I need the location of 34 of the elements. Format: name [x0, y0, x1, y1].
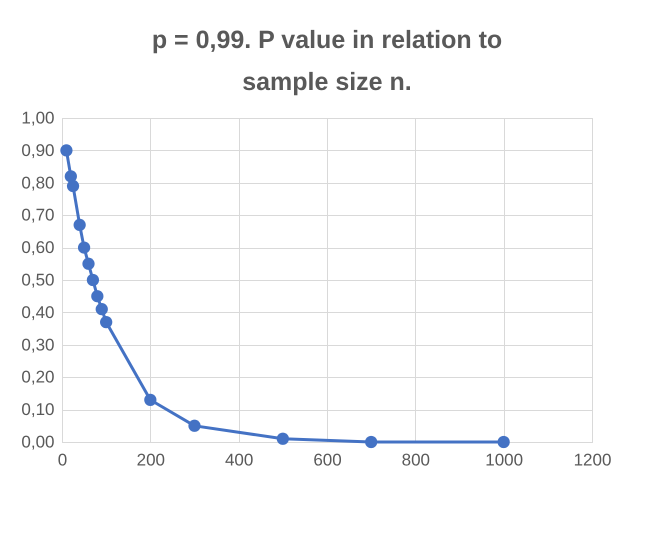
- point: [96, 303, 108, 316]
- chart-title: p = 0,99. P value in relation to sample size n.: [152, 26, 502, 96]
- y-tick-label: 0,10: [21, 400, 54, 420]
- point: [144, 394, 156, 406]
- y-tick-label: 0,50: [21, 270, 54, 290]
- y-tick-label: 0,80: [21, 173, 54, 192]
- x-tick-label: 1000: [485, 450, 524, 470]
- point: [91, 290, 104, 302]
- y-tick-label: 0,40: [21, 302, 54, 322]
- x-tick-label: 600: [313, 450, 342, 470]
- y-tick-label: 0,70: [21, 206, 54, 225]
- point: [74, 218, 86, 232]
- point: [64, 170, 77, 182]
- point: [66, 180, 80, 192]
- y-tick-label: 0,60: [21, 238, 54, 258]
- y-tick-label: 0,90: [21, 140, 54, 160]
- point: [498, 436, 510, 448]
- point: [86, 274, 100, 286]
- point: [78, 241, 90, 254]
- y-tick-label: 0,30: [21, 335, 54, 354]
- point: [276, 432, 289, 445]
- x-tick-label: 200: [136, 450, 166, 470]
- point: [82, 258, 95, 270]
- x-tick-label: 400: [224, 450, 254, 470]
- y-tick-label: 0,20: [21, 368, 54, 387]
- point: [188, 420, 201, 432]
- y-tick-label: 0,00: [21, 432, 54, 452]
- x-tick-label: 0: [58, 450, 68, 470]
- y-tick-label: 1,00: [21, 108, 54, 128]
- x-tick-label: 1200: [574, 450, 612, 470]
- x-tick-label: 800: [402, 450, 430, 470]
- point: [365, 436, 378, 448]
- point: [60, 144, 73, 157]
- point: [100, 316, 112, 328]
